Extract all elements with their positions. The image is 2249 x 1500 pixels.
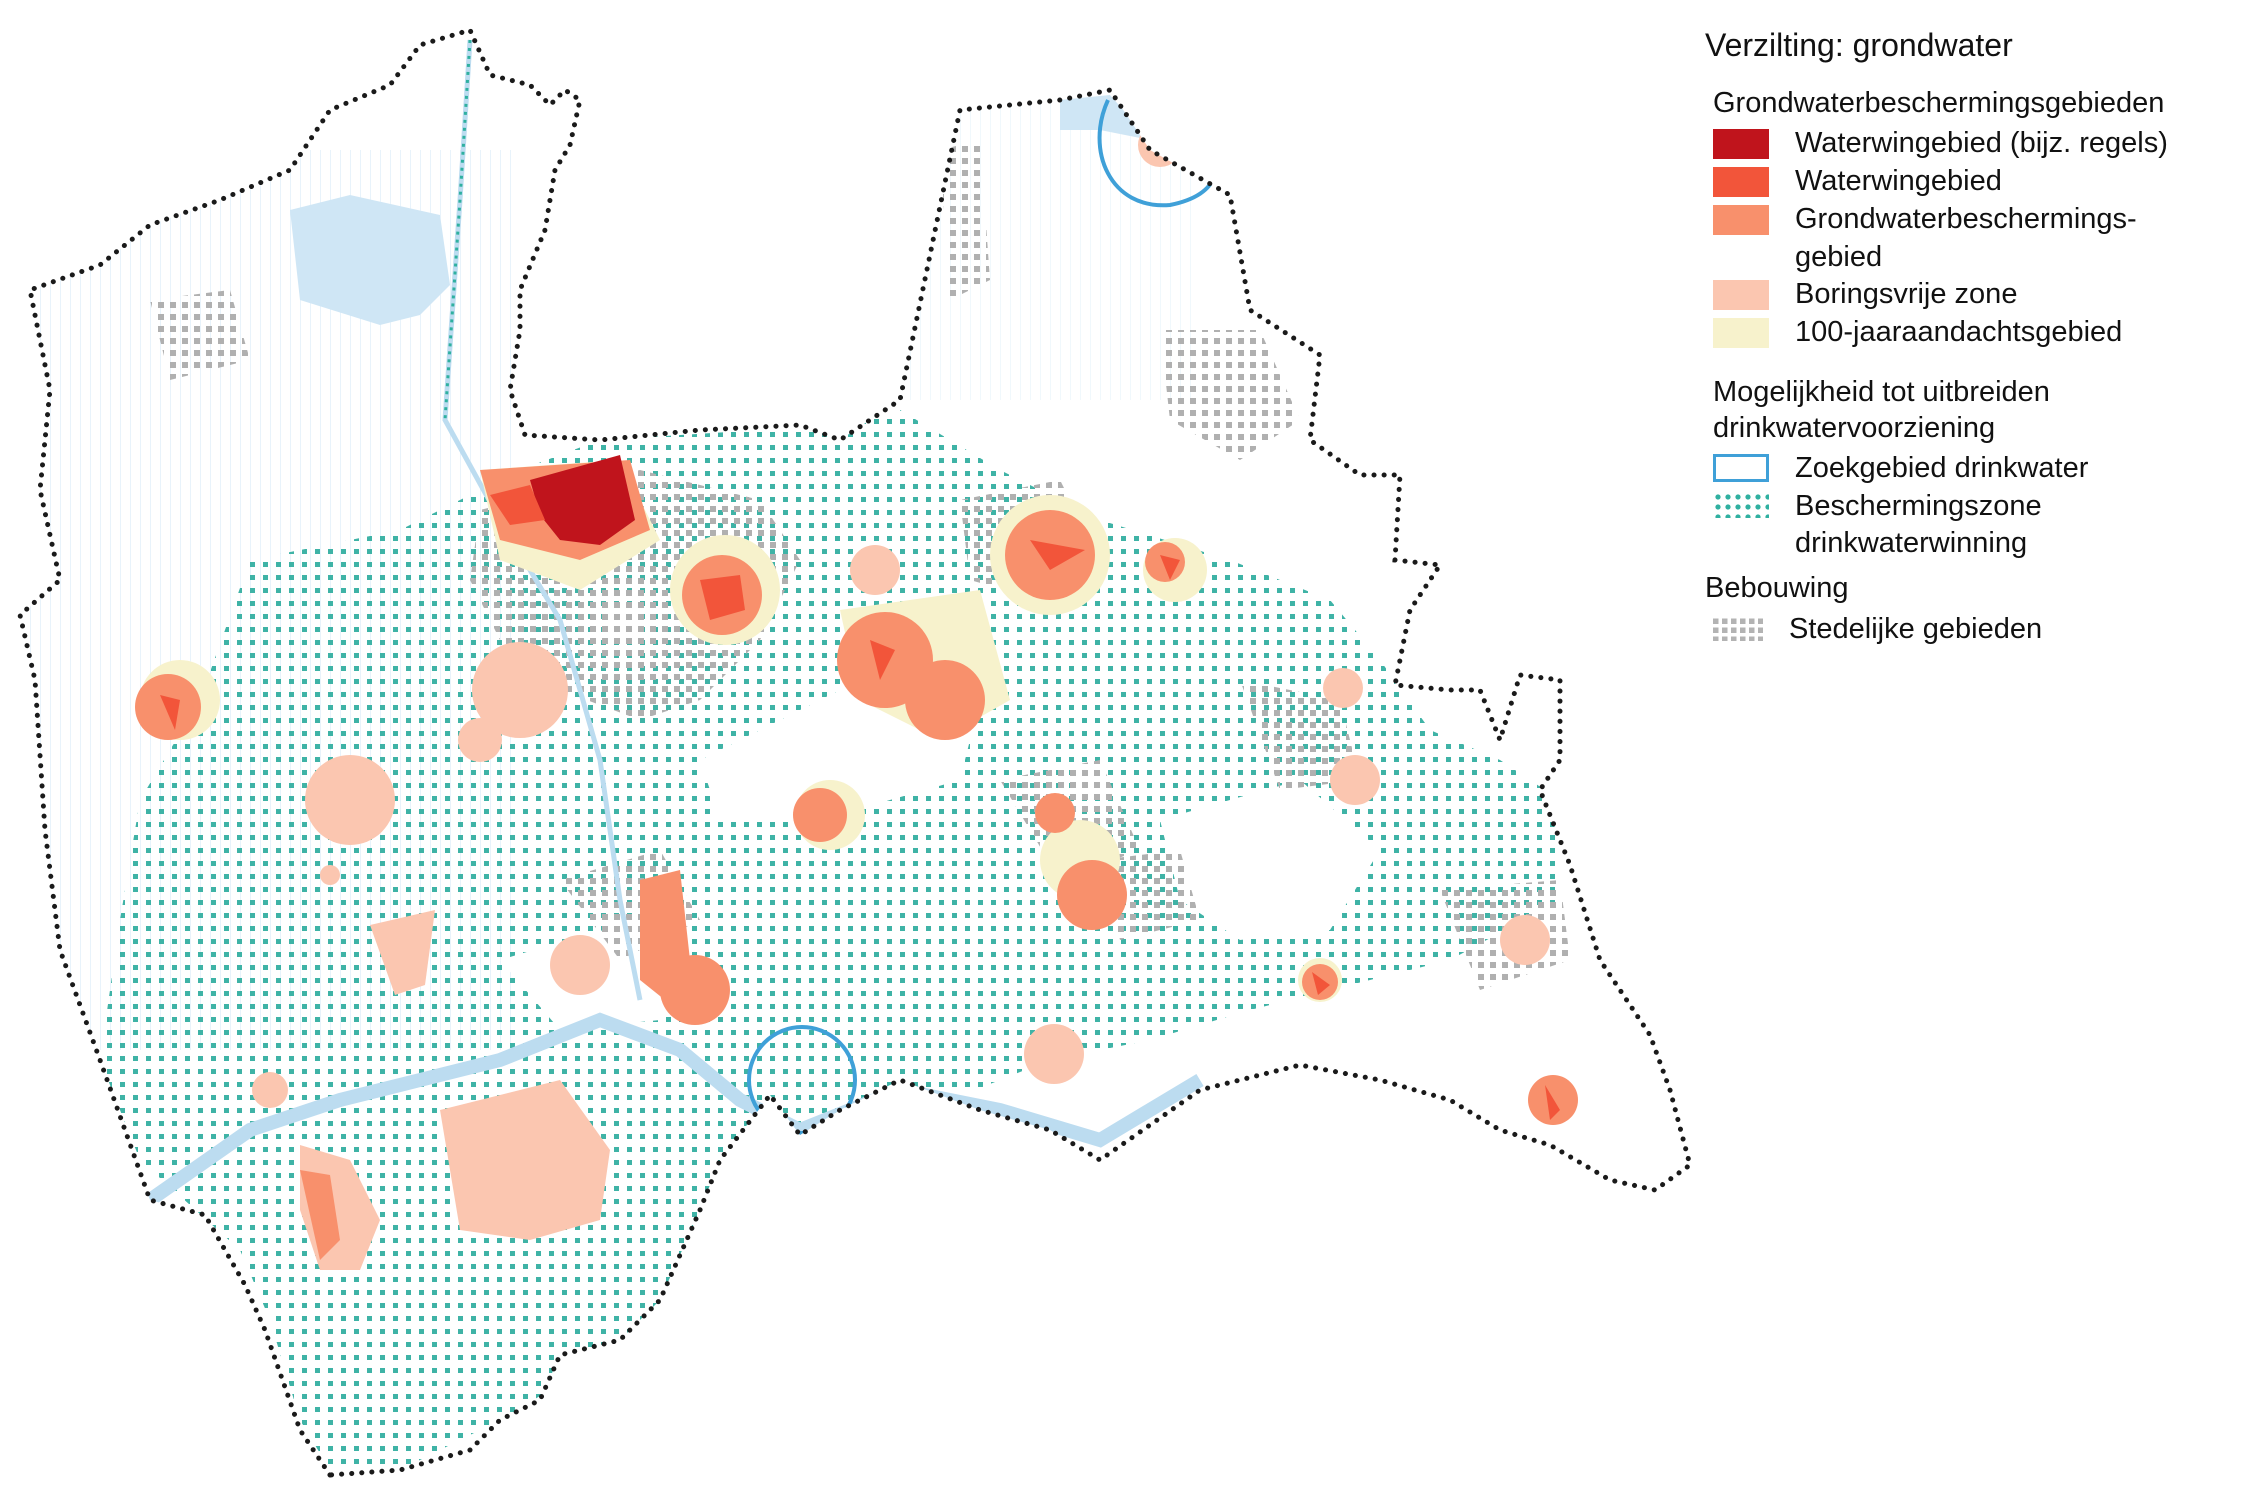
- outline-rectangle-icon: [1713, 454, 1769, 483]
- legend-title: Verzilting: grondwater: [1705, 27, 2013, 63]
- swatch-salmon: [1713, 205, 1769, 236]
- special-water-extraction-area: [530, 455, 635, 545]
- legend-item-boringsvrije-zone: Boringsvrije zone: [1713, 276, 2245, 314]
- swatch-light-salmon: [1713, 279, 1769, 310]
- search-area-north: [1097, 99, 1217, 208]
- search-area-south: [747, 1025, 857, 1135]
- province-map: [0, 0, 1720, 1500]
- legend-section-drinkwater: Mogelijkheid tot uitbreiden drinkwatervo…: [1713, 375, 2050, 444]
- legend-item-waterwingebied-bijz: Waterwingebied (bijz. regels): [1713, 125, 2245, 163]
- swatch-pale-yellow: [1713, 317, 1769, 348]
- legend-section-bebouwing: Bebouwing: [1705, 572, 1849, 605]
- legend-item-zoekgebied: Zoekgebied drinkwater: [1713, 450, 2245, 488]
- legend-section-groundwater: Grondwaterbeschermingsgebieden: [1713, 87, 2165, 120]
- legend-item-stedelijke-gebieden: Stedelijke gebieden: [1713, 611, 2245, 649]
- swatch-red: [1713, 167, 1769, 198]
- map-legend: Verzilting: grondwater Grondwaterbescher…: [1705, 27, 2245, 649]
- legend-item-grondwaterbescherming: Grondwaterbeschermings- gebied: [1713, 201, 2245, 275]
- lake: [290, 195, 450, 325]
- grey-dots-icon: [1713, 614, 1763, 641]
- teal-dots-icon: [1713, 492, 1769, 519]
- swatch-dark-red: [1713, 129, 1769, 160]
- legend-item-beschermingszone: Beschermingszone drinkwaterwinning: [1713, 488, 2245, 562]
- river-lek: [145, 1012, 1204, 1206]
- legend-item-waterwingebied: Waterwingebied: [1713, 163, 2245, 201]
- legend-item-100-jaar: 100-jaaraandachtsgebied: [1713, 314, 2245, 352]
